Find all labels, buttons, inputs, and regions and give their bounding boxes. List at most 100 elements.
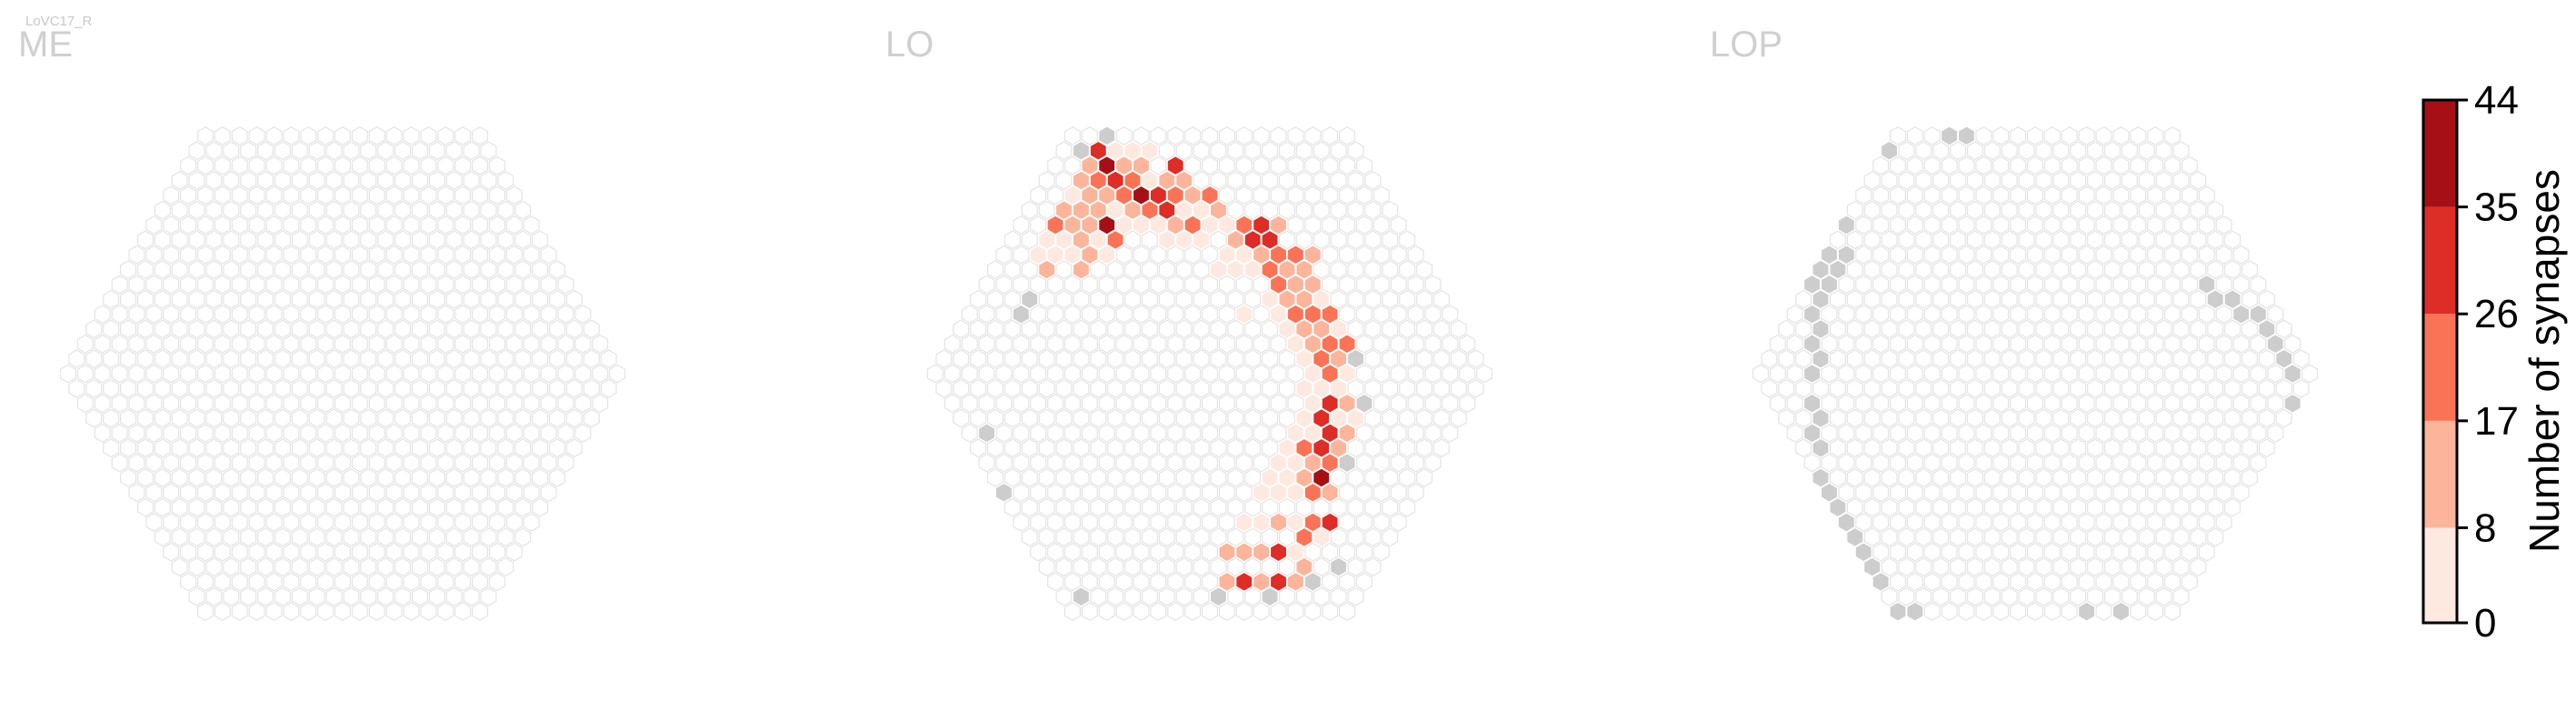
hex-cell-empty [360, 438, 377, 458]
hex-cell-empty [2121, 557, 2138, 576]
hex-cell-empty [283, 245, 300, 265]
hex-cell-11-synapses [1278, 289, 1296, 310]
hex-cell-empty [265, 424, 283, 443]
hex-cell-empty [480, 260, 497, 279]
hex-cell-14-synapses [1081, 245, 1099, 265]
hex-cell-17-synapses [1295, 259, 1313, 280]
hex-cell-empty [214, 513, 231, 532]
hex-cell-empty [1821, 334, 1838, 354]
hex-cell-empty [472, 364, 489, 384]
hex-cell-empty [231, 275, 248, 295]
hex-cell-empty [163, 542, 180, 562]
hex-cell-empty [1863, 408, 1881, 428]
hex-cell-empty [1013, 364, 1030, 384]
hex-cell-empty [188, 171, 205, 190]
hex-cell-empty [532, 289, 549, 309]
hex-cell-empty [961, 364, 978, 384]
hex-cell-empty [411, 586, 428, 606]
hex-cell-empty [428, 200, 445, 220]
hex-cell-empty [214, 483, 231, 503]
hex-cell-empty [1013, 215, 1030, 235]
hex-cell-empty [583, 349, 600, 369]
hex-cell-empty [1966, 289, 1983, 309]
hex-cell-empty [1373, 424, 1390, 443]
hex-cell-empty [1975, 424, 1992, 443]
hex-cell-empty [2052, 497, 2070, 517]
hex-cell-empty [1210, 171, 1227, 190]
hex-cell-empty [1399, 230, 1416, 250]
hex-cell-empty [2087, 289, 2104, 309]
hex-cell-empty [1786, 394, 1803, 414]
hex-cell-empty [94, 305, 111, 324]
hex-cell-empty [1889, 245, 1906, 265]
hex-cell-empty [1881, 497, 1898, 517]
hex-cell-empty [1270, 364, 1287, 384]
hex-cell-empty [2010, 334, 2027, 354]
hex-cell-empty [2095, 602, 2112, 621]
hex-cell-empty [1339, 215, 1356, 235]
hex-cell-empty [2018, 200, 2035, 220]
hex-cell-empty [472, 155, 489, 175]
hex-cell-empty [205, 289, 223, 309]
hex-cell-empty [574, 394, 592, 414]
hex-cell-empty [428, 289, 445, 309]
hex-cell-empty [257, 408, 275, 428]
hex-cell-empty [360, 260, 377, 279]
hex-cell-empty [1030, 185, 1047, 205]
hex-cell-empty [1941, 572, 1958, 592]
hex-cell-empty [2035, 468, 2052, 487]
hex-cell-empty [1030, 453, 1047, 473]
hex-cell-empty [557, 453, 574, 473]
hex-cell-empty [437, 424, 454, 443]
hex-cell-empty [2095, 453, 2112, 473]
hex-cell-empty [1941, 245, 1958, 265]
hex-cell-empty [196, 215, 214, 235]
hex-cell-empty [2172, 378, 2190, 398]
hex-cell-empty [231, 334, 248, 354]
hex-cell-empty [2018, 468, 2035, 487]
hex-cell-empty [2001, 349, 2018, 369]
hex-cell-empty [1932, 527, 1950, 547]
colorbar-band-3 [2423, 206, 2457, 315]
hex-cell-empty [428, 349, 445, 369]
hex-cell-empty [180, 483, 197, 503]
hex-cell-2-synapses [1347, 408, 1364, 428]
hex-cell-empty [188, 289, 205, 309]
hex-cell-empty [1373, 334, 1390, 354]
hex-cell-empty [308, 557, 325, 576]
hex-cell-empty [2112, 424, 2130, 443]
hex-cell-empty [1958, 305, 1975, 324]
hex-cell-empty [523, 334, 540, 354]
hex-cell-empty [1218, 126, 1235, 145]
hex-cell-empty [540, 245, 557, 265]
hex-cell-empty [1829, 408, 1846, 428]
hex-cell-empty [385, 215, 403, 235]
hex-cell-empty [308, 141, 325, 161]
hex-cell-empty [1098, 542, 1115, 562]
hex-cell-empty [1941, 602, 1958, 621]
hex-cell-empty [1382, 438, 1399, 458]
hex-cell-6-synapses [1313, 289, 1331, 310]
hex-cell-empty [2130, 424, 2147, 443]
hex-cell-empty [1975, 483, 1992, 503]
hex-cell-empty [2078, 126, 2095, 145]
hex-cell-empty [1829, 319, 1846, 339]
hex-cell-empty [2164, 572, 2182, 592]
hex-cell-empty [2138, 586, 2155, 606]
hex-cell-unassigned [1803, 275, 1821, 295]
hex-cell-empty [360, 497, 377, 517]
hex-cell-empty [420, 305, 437, 324]
hex-cell-empty [1021, 527, 1038, 547]
hex-cell-empty [1150, 305, 1167, 324]
hex-cell-empty [1992, 424, 2010, 443]
hex-cell-empty [188, 497, 205, 517]
hex-cell-empty [1399, 289, 1416, 309]
hex-cell-empty [1355, 453, 1373, 473]
hex-cell-unassigned [1210, 586, 1227, 607]
hex-cell-empty [274, 497, 291, 517]
hex-cell-2-synapses [1338, 364, 1356, 384]
hex-cell-empty [1459, 394, 1476, 414]
hex-cell-empty [1330, 200, 1347, 220]
hex-cell-empty [497, 171, 514, 190]
hex-cell-empty [1915, 260, 1932, 279]
